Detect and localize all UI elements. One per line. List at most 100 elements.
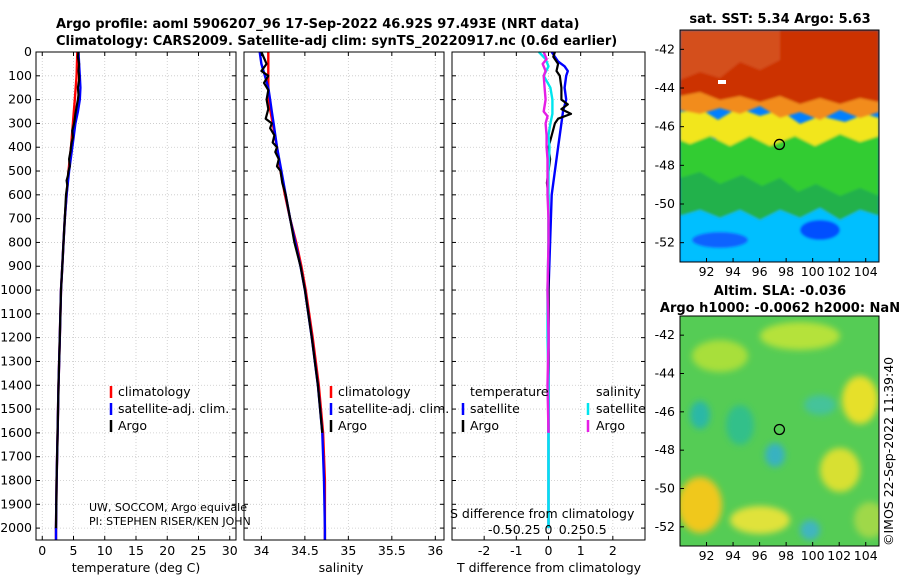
temperature-legend: climatology satellite-adj. clim. Argo	[109, 384, 229, 433]
t-difference-xlabel: T difference from climatology	[456, 560, 642, 575]
map-x-tick-label: 96	[752, 264, 768, 279]
y-tick-label: 700	[8, 211, 32, 226]
x-tick-label: 5	[70, 543, 78, 558]
y-tick-label: 500	[8, 163, 32, 178]
legend-t-satellite-label: satellite	[470, 401, 520, 416]
y-tick-label: 600	[8, 187, 32, 202]
map-x-tick-label: 94	[725, 548, 741, 563]
sst-map-image	[680, 30, 879, 262]
sla-high-5	[820, 448, 860, 492]
salinity-xlabel: salinity	[319, 560, 364, 575]
x-tick-label: 30	[222, 543, 238, 558]
x2-tick-label: 0.25	[559, 522, 587, 537]
x-tick-label: 0	[545, 543, 553, 558]
map-y-tick-label: -42	[655, 327, 675, 342]
sst-green-lower	[680, 172, 879, 220]
salinity-lines	[258, 51, 327, 540]
x-tick-label: 35.5	[378, 543, 406, 558]
x-tick-label: 0	[38, 543, 46, 558]
difference-ticks: -2 -1 0 1 2 -0.5-0.25 0 0.25 0.5	[452, 51, 645, 558]
map-x-tick-label: 100	[801, 264, 825, 279]
map-x-tick-label: 102	[827, 548, 851, 563]
map-y-tick-label: -48	[655, 157, 675, 172]
imos-watermark: ©IMOS 22-Sep-2022 11:39:40	[881, 357, 896, 546]
sst-warm-patch	[680, 30, 780, 80]
y-tick-label: 1600	[0, 425, 32, 440]
sla-high-3	[842, 376, 878, 424]
sla-high-1	[692, 340, 748, 372]
sst-map-frame	[679, 29, 880, 263]
salinity-axes-frame	[243, 51, 445, 541]
sla-map-title-line2: Argo h1000: -0.0062 h2000: NaN	[660, 301, 900, 316]
y-tick-label: 1400	[0, 377, 32, 392]
sst-yellow-band	[680, 108, 879, 146]
map-y-tick-label: -52	[655, 235, 675, 250]
legend-argo-label: Argo	[118, 418, 147, 433]
sla-high-4	[680, 477, 722, 533]
series-line-satellite-adj-clim-	[258, 51, 327, 540]
legend-salinity-title: salinity	[596, 384, 641, 399]
map-x-tick-label: 92	[699, 548, 715, 563]
legend-s-satellite-label: satellite	[596, 401, 646, 416]
sla-map-title-line1: Altim. SLA: -0.036	[714, 284, 846, 299]
argo-location-marker	[773, 138, 786, 151]
sla-map-panel: Altim. SLA: -0.036 Argo h1000: -0.0062 h…	[655, 284, 900, 563]
map-x-tick-label: 102	[827, 264, 851, 279]
y-tick-label: 1500	[0, 401, 32, 416]
figure-title-line2: Climatology: CARS2009. Satellite-adj cli…	[56, 34, 617, 49]
y-tick-label: 100	[8, 68, 32, 83]
difference-panel: -2 -1 0 1 2 -0.5-0.25 0 0.25 0.5 temperature sal…	[450, 51, 646, 575]
x-tick-label: 34.5	[291, 543, 319, 558]
salinity-panel: 34 34.5 35 35.5 36 climatology satellite-adj…	[243, 51, 449, 575]
y-tick-label: 1200	[0, 330, 32, 345]
map-y-tick-label: -52	[655, 519, 675, 534]
temperature-ticks: 0100200300400500600700800900100011001200…	[0, 44, 238, 558]
temperature-xlabel: temperature (deg C)	[72, 560, 201, 575]
map-y-tick-label: -46	[655, 404, 675, 419]
series-line-climatology	[267, 52, 327, 540]
difference-legend: temperature salinity satellite Argo sate…	[461, 384, 646, 433]
temperature-lines	[54, 51, 82, 540]
sla-low-1	[726, 405, 754, 445]
sla-high-2	[760, 322, 840, 350]
y-tick-label: 1900	[0, 496, 32, 511]
map-x-tick-label: 100	[801, 548, 825, 563]
sst-map-ticks: 92 94 96 98 100 102 104 -42 -44 -46 -48 -50 -52	[655, 41, 878, 279]
x-tick-label: 10	[97, 543, 113, 558]
y-tick-label: 1700	[0, 449, 32, 464]
map-y-tick-label: -46	[655, 119, 675, 134]
x2-tick-label: -0.25	[508, 522, 540, 537]
x-tick-label: 35	[340, 543, 356, 558]
legend-satellite-label: satellite-adj. clim.	[338, 401, 449, 416]
series-line-satellite-adj-clim-	[54, 51, 82, 540]
sla-low-5	[800, 520, 820, 540]
y-tick-label: 1300	[0, 353, 32, 368]
sla-map-ticks: 92 94 96 98 100 102 104 -42 -44 -46 -48 -50 -52	[655, 327, 878, 563]
series-line-argo	[54, 51, 81, 529]
sla-high-6	[730, 506, 790, 534]
y-tick-label: 1100	[0, 306, 32, 321]
sla-low-4	[804, 395, 836, 415]
map-x-tick-label: 98	[778, 264, 794, 279]
x-tick-label: 36	[427, 543, 443, 558]
x-tick-label: 20	[159, 543, 175, 558]
legend-climatology-label: climatology	[118, 384, 191, 399]
salinity-legend: climatology satellite-adj. clim. Argo	[329, 384, 449, 433]
sla-map-image	[680, 316, 879, 546]
x2-tick-label: -0.5	[488, 522, 512, 537]
y-tick-label: 900	[8, 258, 32, 273]
salinity-grid	[244, 51, 444, 540]
y-tick-label: 1000	[0, 282, 32, 297]
sst-cold-eddy-2	[692, 232, 748, 248]
salinity-ticks: 34 34.5 35 35.5 36	[244, 51, 444, 558]
y-tick-label: 800	[8, 234, 32, 249]
map-x-tick-label: 92	[699, 264, 715, 279]
credit-line-1: UW, SOCCOM, Argo equivale	[89, 501, 247, 514]
sla-low-2	[690, 401, 710, 429]
legend-s-argo-label: Argo	[596, 418, 625, 433]
legend-temperature-title: temperature	[470, 384, 549, 399]
legend-satellite-label: satellite-adj. clim.	[118, 401, 229, 416]
x-tick-label: 1	[577, 543, 585, 558]
x2-tick-label: 0.5	[587, 522, 607, 537]
